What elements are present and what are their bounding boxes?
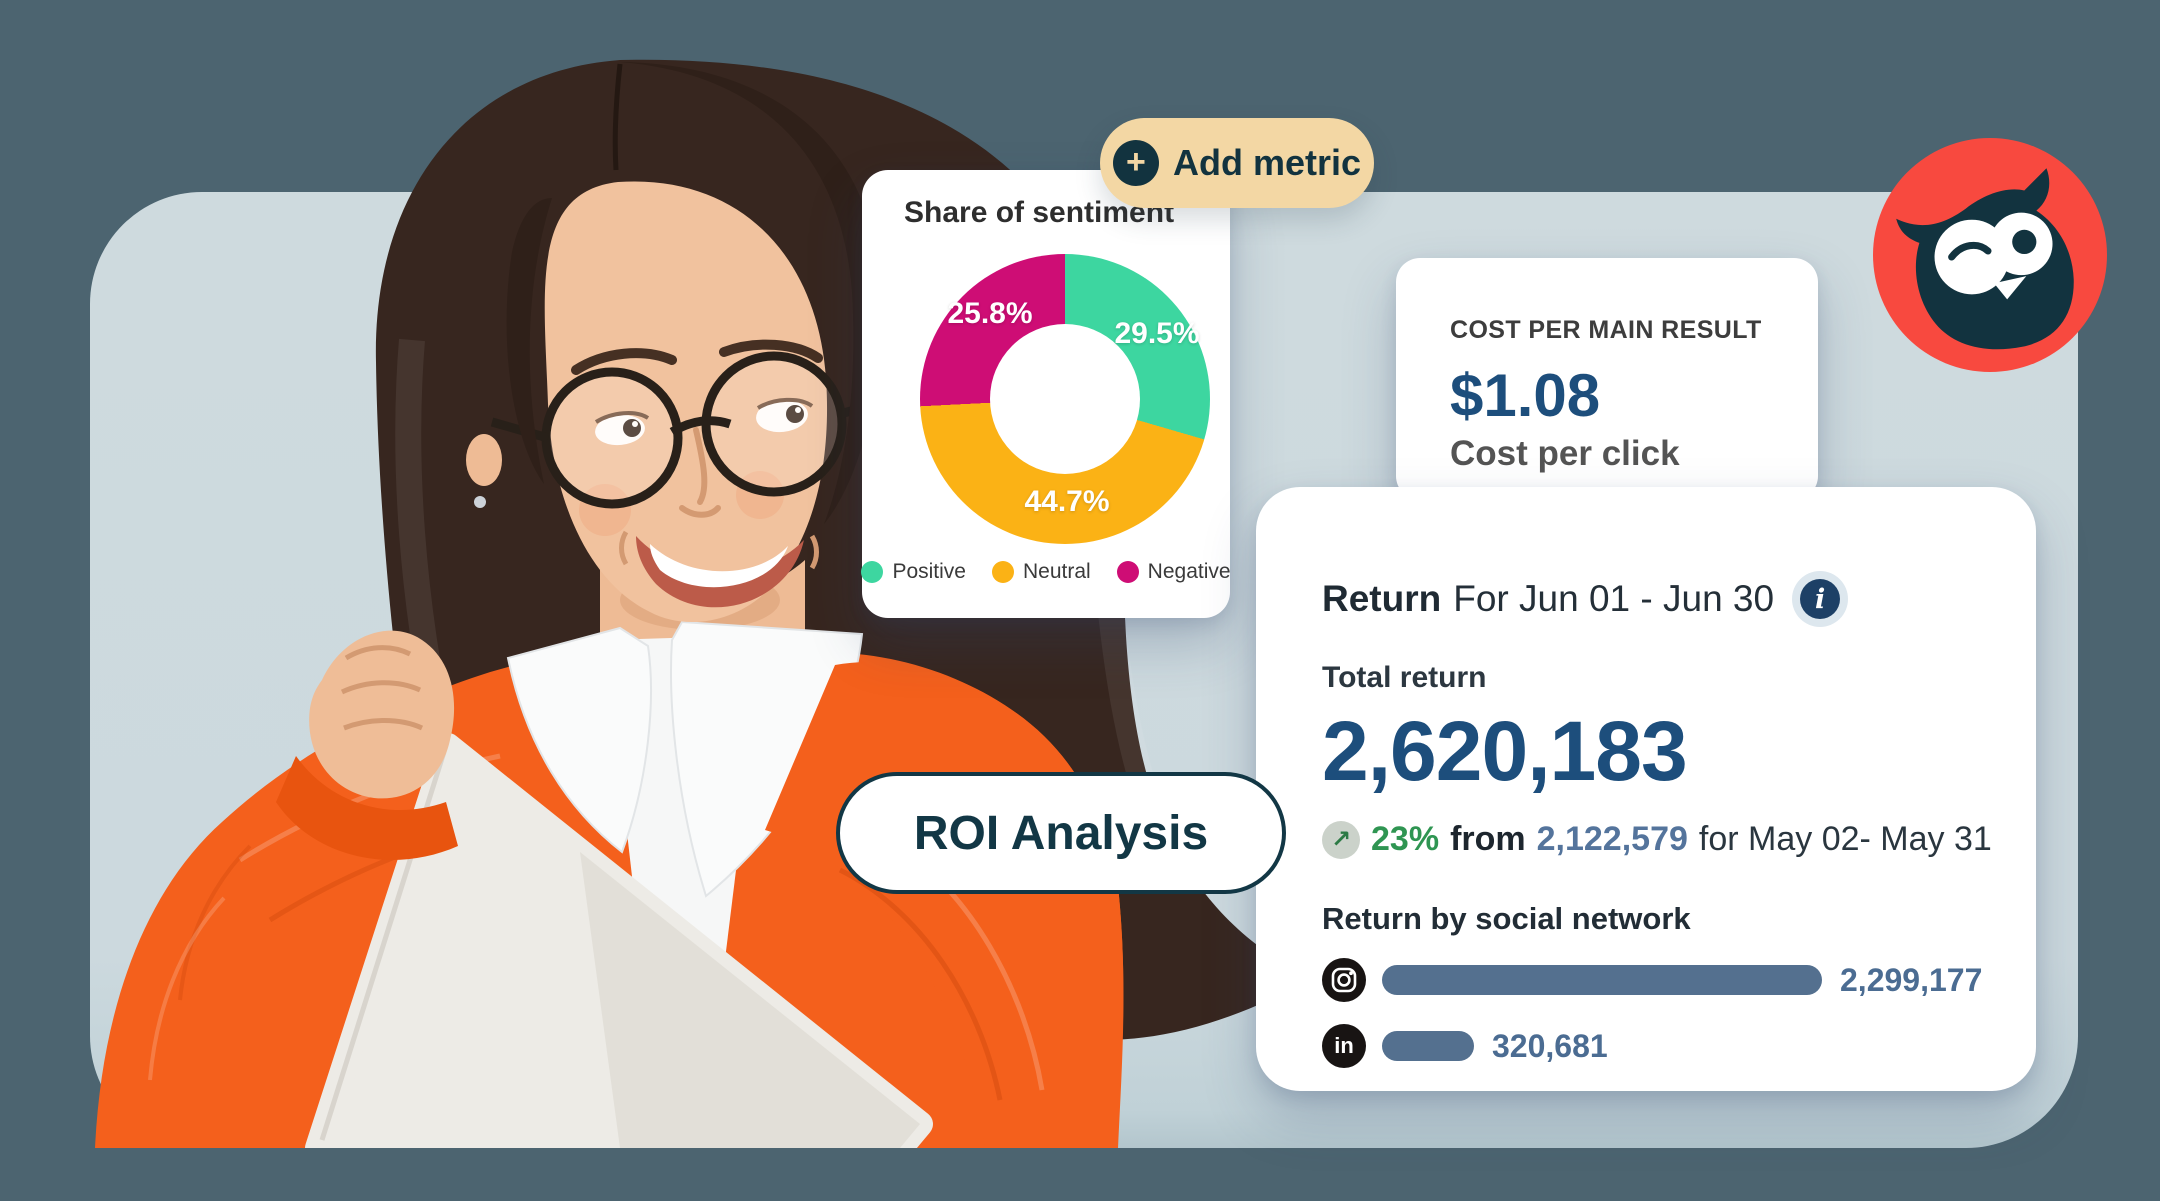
delta-previous-value: 2,122,579 — [1536, 820, 1688, 858]
legend-item-positive: Positive — [861, 560, 966, 584]
cost-caption: Cost per click — [1450, 434, 1680, 473]
linkedin-icon: in — [1322, 1024, 1366, 1068]
instagram-bar — [1382, 965, 1822, 995]
by-network-label: Return by social network — [1322, 901, 1691, 936]
slice-label-positive: 29.5% — [1114, 317, 1200, 350]
return-title: Return — [1322, 578, 1442, 619]
legend-dot-neutral — [991, 561, 1014, 583]
linkedin-value: 320,681 — [1492, 1027, 1608, 1064]
slice-label-neutral: 44.7% — [1024, 485, 1110, 518]
trend-up-icon: ↗ — [1322, 820, 1360, 859]
network-row-instagram: 2,299,177 — [1322, 957, 1996, 1003]
glasses — [490, 351, 864, 509]
return-card: Return For Jun 01 - Jun 30 i Total retur… — [1256, 487, 2036, 1091]
hand — [276, 630, 458, 860]
legend-item-neutral: Neutral — [991, 560, 1091, 584]
legend-label: Positive — [892, 560, 966, 583]
delta-percent: 23% — [1371, 820, 1440, 858]
cost-per-result-card: COST PER MAIN RESULT $1.08 Cost per clic… — [1396, 258, 1818, 500]
return-delta-row: ↗ 23% from 2,122,579 for May 02- May 31 — [1322, 820, 1996, 859]
sentiment-legend: Positive Neutral Negative — [861, 560, 1231, 584]
add-metric-button[interactable]: + Add metric — [1100, 118, 1374, 208]
legend-label: Neutral — [1022, 560, 1091, 583]
info-icon: i — [1800, 579, 1841, 619]
roi-analysis-button[interactable]: ROI Analysis — [836, 772, 1286, 894]
sentiment-donut-chart: 29.5% 44.7% 25.8% — [920, 254, 1210, 544]
roi-analysis-label: ROI Analysis — [913, 806, 1209, 860]
sentiment-card: Share of sentiment 29.5% 44.7% 25.8% Pos… — [861, 170, 1231, 618]
slice-label-negative: 25.8% — [947, 297, 1033, 330]
delta-from-word: from — [1450, 820, 1526, 858]
legend-dot-positive — [861, 561, 884, 583]
legend-label: Negative — [1147, 560, 1231, 583]
network-row-linkedin: in 320,681 — [1322, 1023, 1996, 1069]
delta-previous-range: for May 02- May 31 — [1698, 820, 1992, 858]
donut-hole — [990, 324, 1140, 474]
plus-icon: + — [1112, 140, 1159, 186]
cost-kicker: COST PER MAIN RESULT — [1450, 316, 1762, 344]
legend-item-negative: Negative — [1116, 560, 1231, 584]
instagram-value: 2,299,177 — [1840, 961, 1983, 998]
hootsuite-logo — [1873, 138, 2107, 372]
info-button[interactable]: i — [1792, 571, 1849, 627]
cost-value: $1.08 — [1450, 362, 1601, 429]
total-return-value: 2,620,183 — [1322, 704, 1688, 798]
return-date-range: For Jun 01 - Jun 30 — [1453, 578, 1775, 619]
return-title-row: Return For Jun 01 - Jun 30 i — [1322, 571, 1996, 627]
legend-dot-negative — [1116, 561, 1139, 583]
instagram-icon — [1322, 958, 1366, 1002]
total-return-label: Total return — [1322, 661, 1487, 694]
linkedin-bar — [1382, 1031, 1474, 1061]
add-metric-label: Add metric — [1172, 142, 1362, 183]
face — [544, 181, 828, 623]
ear — [466, 434, 502, 508]
hair-front — [506, 62, 880, 524]
owl-icon — [1896, 168, 2074, 350]
